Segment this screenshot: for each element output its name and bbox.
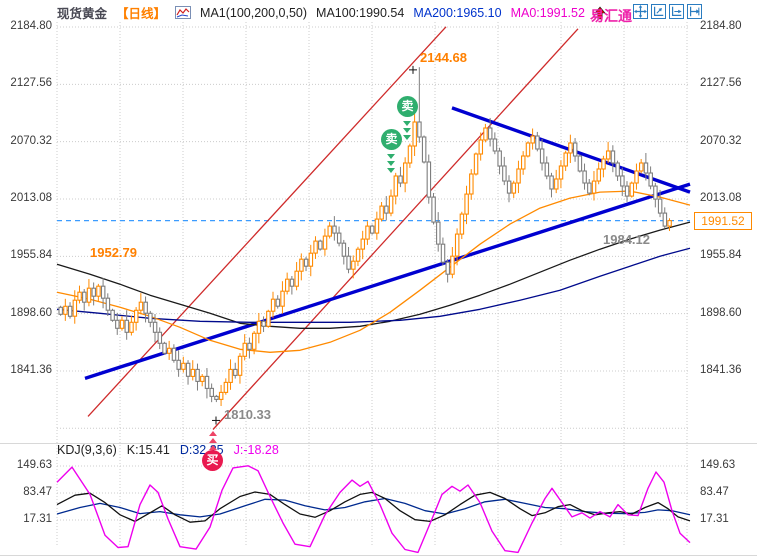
major-low-annotation: 1810.33: [224, 407, 271, 422]
price-axis-label-left: 2013.08: [10, 191, 52, 204]
kdj-axis-label-left: 17.31: [23, 513, 52, 525]
kdj-k-value: K:15.41: [126, 443, 170, 457]
zoom-x-axis-button[interactable]: [651, 4, 666, 19]
ma0-value: MA0:1991.52: [510, 5, 585, 20]
kdj-axis-label-right: 149.63: [700, 459, 736, 471]
brand-watermark: 易汇通: [590, 8, 632, 24]
chart-header: 现货黄金 【日线】 MA1(100,200,0,50) MA100:1990.5…: [57, 3, 606, 22]
ma-settings-label: MA1(100,200,0,50): [200, 5, 308, 20]
buy-signal-badge: 买: [202, 450, 223, 471]
pane-separator: [0, 443, 757, 444]
bottom-border: [0, 555, 757, 556]
shift-right-button[interactable]: [687, 4, 702, 19]
buy-arrow-up-icon: [209, 429, 217, 452]
swing-high-annotation: 1952.79: [90, 245, 137, 260]
current-price-tag: 1991.52: [694, 212, 752, 230]
price-axis-label-right: 1955.84: [700, 249, 742, 262]
pan-tool-button[interactable]: [633, 4, 648, 19]
sell-arrow-down-icon: [403, 119, 411, 142]
kdj-axis-label-right: 17.31: [700, 513, 729, 525]
price-axis-label-left: 1955.84: [10, 249, 52, 262]
price-axis-label-left: 2127.56: [10, 77, 52, 90]
kdj-params-label: KDJ(9,3,6): [57, 443, 117, 457]
peak-price-annotation: 2144.68: [420, 50, 467, 65]
price-axis-label-left: 1898.60: [10, 306, 52, 319]
chart-toolbar: [633, 4, 702, 19]
kdj-j-value: J:-18.28: [233, 443, 279, 457]
price-axis-label-right: 1898.60: [700, 306, 742, 319]
price-axis-label-right: 1841.36: [700, 363, 742, 376]
up-arrow-icon: [594, 6, 606, 20]
kdj-axis-label-right: 83.47: [700, 486, 729, 498]
price-axis-label-left: 1841.36: [10, 363, 52, 376]
price-axis-label-right: 2184.80: [700, 20, 742, 32]
symbol-name: 现货黄金: [57, 7, 108, 21]
ma100-value: MA100:1990.54: [316, 5, 405, 20]
sell-arrow-down-icon: [387, 152, 395, 175]
ma200-value: MA200:1965.10: [413, 5, 502, 20]
mini-chart-icon: [175, 6, 192, 19]
sell-signal-badge: 卖: [381, 129, 402, 150]
zoom-y-axis-button[interactable]: [669, 4, 684, 19]
kdj-indicator-header: KDJ(9,3,6) K:15.41 D:32.25 J:-18.28: [57, 443, 279, 457]
recent-low-annotation: 1984.12: [603, 232, 650, 247]
kdj-axis-label-left: 149.63: [16, 459, 52, 471]
timeframe-label[interactable]: 【日线】: [116, 7, 167, 21]
kdj-axis-label-left: 83.47: [23, 486, 52, 498]
sell-signal-badge: 卖: [397, 96, 418, 117]
price-axis-label-right: 2013.08: [700, 191, 742, 204]
price-axis-label-left: 2070.32: [10, 134, 52, 147]
price-axis-label-left: 2184.80: [10, 20, 52, 32]
price-axis-label-right: 2127.56: [700, 77, 742, 90]
price-axis-label-right: 2070.32: [700, 134, 742, 147]
